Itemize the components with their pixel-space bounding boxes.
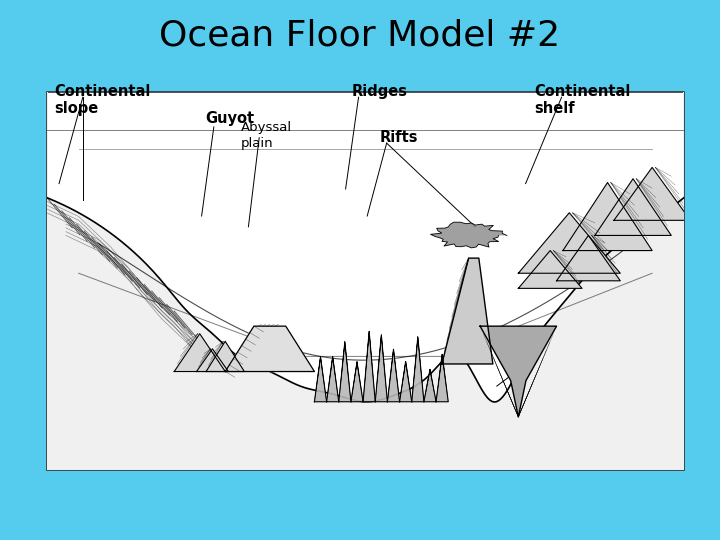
Polygon shape <box>197 349 228 372</box>
Polygon shape <box>225 326 315 372</box>
Polygon shape <box>174 334 225 372</box>
Text: Continental
shelf: Continental shelf <box>534 84 631 116</box>
Polygon shape <box>518 213 621 273</box>
Text: Continental
slope: Continental slope <box>54 84 150 116</box>
Polygon shape <box>315 357 327 402</box>
Polygon shape <box>351 362 363 402</box>
Polygon shape <box>557 235 621 281</box>
Polygon shape <box>431 222 507 248</box>
Polygon shape <box>47 92 684 470</box>
Polygon shape <box>412 337 424 402</box>
Text: Ridges: Ridges <box>351 84 408 99</box>
Polygon shape <box>563 183 652 251</box>
Polygon shape <box>424 369 436 402</box>
Polygon shape <box>436 354 449 402</box>
Polygon shape <box>480 326 557 417</box>
Text: Rifts: Rifts <box>379 130 418 145</box>
Polygon shape <box>327 356 338 402</box>
Polygon shape <box>518 251 582 288</box>
Text: Abyssal
plain: Abyssal plain <box>241 122 292 150</box>
Polygon shape <box>442 258 493 364</box>
Bar <box>47 92 684 470</box>
Text: Ocean Floor Model #2: Ocean Floor Model #2 <box>159 18 561 52</box>
Polygon shape <box>400 361 412 402</box>
Polygon shape <box>206 341 244 372</box>
Polygon shape <box>338 342 351 402</box>
Polygon shape <box>375 335 387 402</box>
Text: Trenches: Trenches <box>536 348 611 363</box>
Text: Guyot: Guyot <box>205 111 254 126</box>
Polygon shape <box>387 349 400 402</box>
Polygon shape <box>614 167 690 220</box>
Polygon shape <box>363 332 375 402</box>
Polygon shape <box>595 179 671 235</box>
